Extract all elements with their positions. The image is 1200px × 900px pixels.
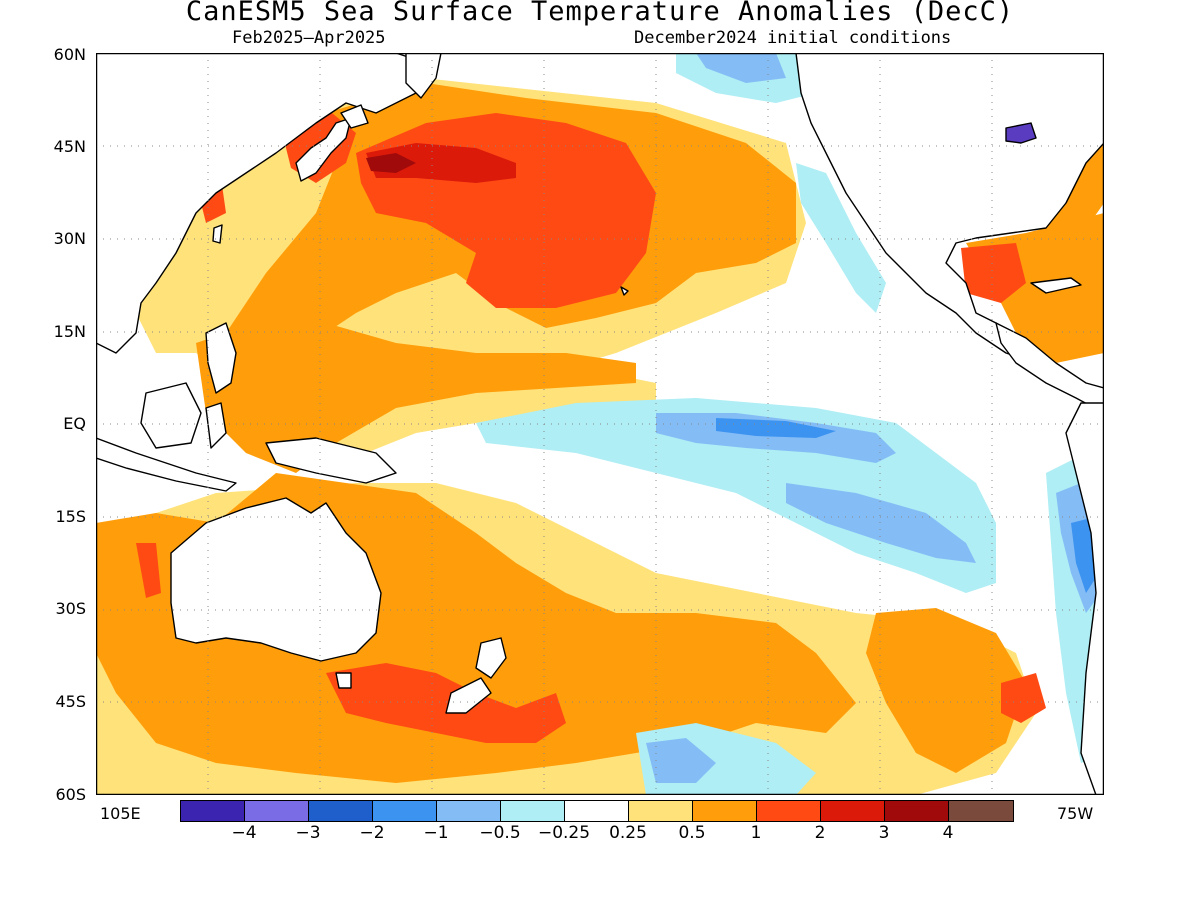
sst-anomaly-map — [96, 53, 1104, 795]
map-title: CanESM5 Sea Surface Temperature Anomalie… — [185, 0, 1015, 27]
land-sulawesi — [205, 402, 227, 449]
land-nz-south — [445, 677, 492, 714]
colorbar-swatch — [309, 801, 373, 821]
colorbar-swatch — [245, 801, 309, 821]
land-cuba — [1030, 277, 1082, 294]
anomaly-region-kuroshio-core — [366, 143, 516, 183]
colorbar-swatch — [821, 801, 885, 821]
map-frame — [96, 53, 1104, 795]
anomaly-region-w-australia-red — [136, 543, 161, 598]
colorbar-tick-label: 1 — [750, 823, 762, 843]
colorbar-swatch — [949, 801, 1013, 821]
anomaly-region-se-pacific-orange — [866, 608, 1026, 773]
lat-label-45n: 45N — [53, 137, 86, 156]
lat-label-30n: 30N — [53, 229, 86, 248]
land-central-america — [995, 322, 1104, 414]
anomaly-region-cold-tongue-south — [786, 483, 976, 563]
lon-label-east: 75W — [1057, 804, 1094, 823]
lat-label-45s: 45S — [55, 692, 86, 711]
colorbar-swatch — [629, 801, 693, 821]
anomaly-region-southern-blue — [646, 738, 716, 783]
lat-label-15n: 15N — [53, 322, 86, 341]
initial-conditions: December2024 initial conditions — [634, 28, 952, 48]
anomaly-region-gulf-alaska-mid — [696, 53, 786, 83]
anomaly-region-warm-pool-orange — [196, 323, 636, 473]
land-nz-north — [475, 637, 507, 679]
colorbar-swatch — [693, 801, 757, 821]
anomaly-region-cold-tongue-core — [716, 418, 836, 438]
land-australia — [170, 497, 382, 662]
colorbar-tick-label: −0.5 — [479, 823, 521, 843]
lon-label-west: 105E — [100, 804, 141, 823]
lat-label-eq: EQ — [63, 414, 86, 433]
land-hawaii — [620, 286, 629, 296]
colorbar — [180, 800, 1014, 822]
colorbar-tick-label: −0.25 — [537, 823, 591, 843]
land-new-guinea — [265, 437, 397, 484]
colorbar-swatch — [181, 801, 245, 821]
land-tasmania — [335, 672, 352, 689]
colorbar-swatch — [373, 801, 437, 821]
colorbar-swatch — [757, 801, 821, 821]
land-sumatra-java — [96, 437, 237, 492]
colorbar-tick-label: 3 — [878, 823, 890, 843]
colorbar-tick-label: −3 — [295, 823, 321, 843]
colorbar-tick-label: −4 — [231, 823, 257, 843]
land-taiwan — [212, 224, 223, 244]
anomaly-region-california-light — [796, 163, 886, 313]
colorbar-swatch — [501, 801, 565, 821]
lat-label-60n: 60N — [53, 45, 86, 64]
anomaly-region-kuroshio-max — [366, 153, 416, 173]
anomaly-region-se-pacific-red — [1001, 673, 1046, 723]
colorbar-tick-label: 2 — [814, 823, 826, 843]
lat-label-15s: 15S — [55, 507, 86, 526]
colorbar-tick-label: −1 — [423, 823, 449, 843]
forecast-period: Feb2025–Apr2025 — [232, 28, 386, 48]
anomaly-region-australia-south-red — [326, 663, 566, 743]
coastlines — [96, 53, 1104, 795]
colorbar-tick-label: 0.5 — [678, 823, 706, 843]
graticule — [96, 53, 1104, 795]
land-south-america — [1065, 402, 1104, 795]
colorbar-swatch — [885, 801, 949, 821]
colorbar-tick-label: 0.25 — [609, 823, 647, 843]
colorbar-tick-label: −2 — [359, 823, 385, 843]
colorbar-swatch — [565, 801, 629, 821]
land-hokkaido — [340, 104, 369, 129]
colorbar-swatch — [437, 801, 501, 821]
anomaly-region-gulf-red — [961, 243, 1026, 303]
lat-label-60s: 60S — [55, 785, 86, 804]
land-borneo — [140, 382, 202, 449]
land-japan — [295, 117, 352, 182]
land-great-lakes — [1005, 122, 1037, 144]
land-philippines — [205, 322, 237, 394]
land-kamchatka — [405, 53, 442, 99]
colorbar-tick-label: 4 — [942, 823, 954, 843]
lat-label-30s: 30S — [55, 599, 86, 618]
